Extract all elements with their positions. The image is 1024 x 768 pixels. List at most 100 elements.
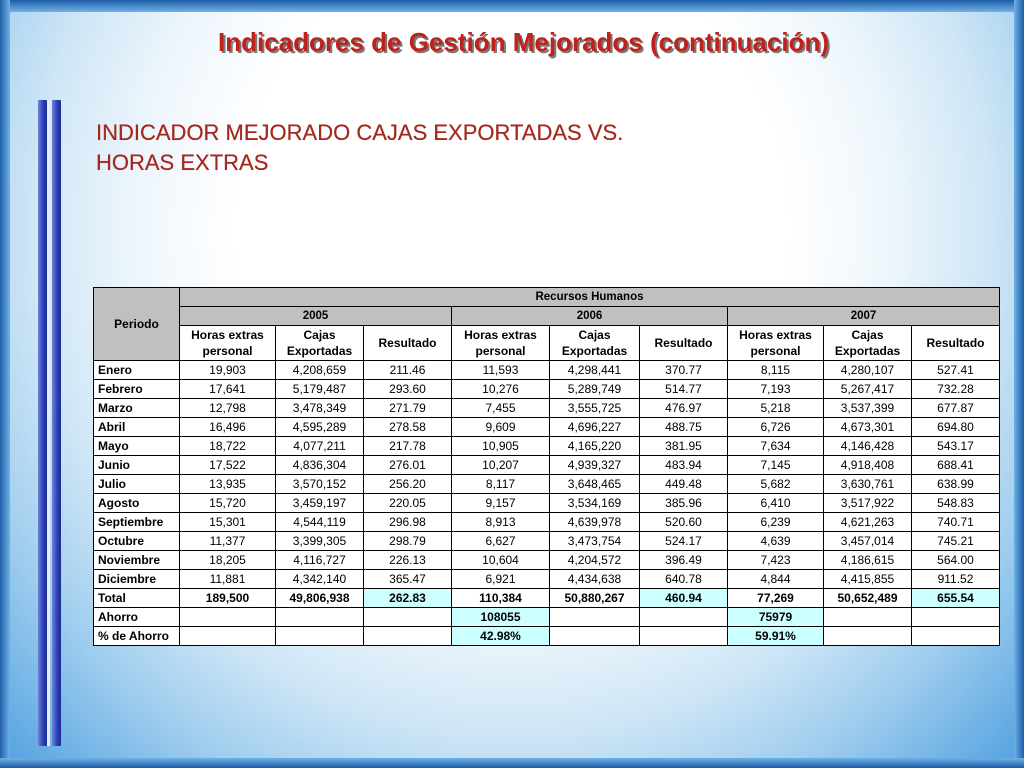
table-cell: 256.20 — [363, 474, 452, 494]
table-cell: 5,218 — [727, 398, 824, 418]
table-cell: 6,921 — [451, 569, 550, 589]
col-header-cajas-exportadas-2007: Cajas Exportadas — [823, 325, 912, 361]
table-cell: 4,165,220 — [549, 436, 640, 456]
empty-cell — [179, 626, 276, 646]
table-cell: 5,682 — [727, 474, 824, 494]
table-cell: 10,905 — [451, 436, 550, 456]
table-cell: 4,208,659 — [275, 360, 364, 380]
pct-ahorro-row-label: % de Ahorro — [93, 626, 180, 646]
table-cell: 3,570,152 — [275, 474, 364, 494]
month-label: Diciembre — [93, 569, 180, 589]
empty-cell — [549, 626, 640, 646]
table-cell: 745.21 — [911, 531, 1000, 551]
indicator-heading-line-1: INDICADOR MEJORADO CAJAS EXPORTADAS VS. — [96, 120, 624, 145]
month-label: Mayo — [93, 436, 180, 456]
table-cell: 4,342,140 — [275, 569, 364, 589]
table-cell: 4,918,408 — [823, 455, 912, 475]
table-cell: 8,115 — [727, 360, 824, 380]
table-cell: 4,415,855 — [823, 569, 912, 589]
col-header-line: Horas extras — [739, 328, 812, 342]
table-cell: 4,639,978 — [549, 512, 640, 532]
ahorro-row-label: Ahorro — [93, 607, 180, 627]
table-cell: 10,604 — [451, 550, 550, 570]
col-header-line: Exportadas — [561, 344, 628, 358]
empty-cell — [549, 607, 640, 627]
table-cell: 6,726 — [727, 417, 824, 437]
ahorro-row: Ahorro 108055 75979 — [93, 607, 1000, 627]
table-cell: 370.77 — [639, 360, 728, 380]
table-cell: 3,537,399 — [823, 398, 912, 418]
pct-ahorro-row-value: 42.98% — [451, 626, 550, 646]
total-cell: 49,806,938 — [275, 588, 364, 608]
pct-ahorro-row: % de Ahorro 42.98% 59.91% — [93, 626, 1000, 646]
table-row: Agosto 15,720 3,459,197 220.05 9,157 3,534,16… — [93, 493, 1000, 513]
month-label: Junio — [93, 455, 180, 475]
frame-right-border — [1014, 0, 1024, 768]
table-cell: 3,555,725 — [549, 398, 640, 418]
col-header-line: Cajas — [578, 328, 611, 342]
table-cell: 4,077,211 — [275, 436, 364, 456]
ahorro-row-value: 75979 — [727, 607, 824, 627]
table-cell: 271.79 — [363, 398, 452, 418]
col-header-cajas-exportadas-2005: Cajas Exportadas — [275, 325, 364, 361]
table-cell: 732.28 — [911, 379, 1000, 399]
table-row: Octubre 11,377 3,399,305 298.79 6,627 3,473,7… — [93, 531, 1000, 551]
table-cell: 10,207 — [451, 455, 550, 475]
table-cell: 226.13 — [363, 550, 452, 570]
col-header-line: Exportadas — [834, 344, 901, 358]
table-cell: 449.48 — [639, 474, 728, 494]
table-cell: 6,410 — [727, 493, 824, 513]
total-cell: 189,500 — [179, 588, 276, 608]
table-cell: 7,145 — [727, 455, 824, 475]
table-cell: 5,179,487 — [275, 379, 364, 399]
empty-cell — [275, 626, 364, 646]
empty-cell — [911, 607, 1000, 627]
table-cell: 9,609 — [451, 417, 550, 437]
vertical-bar-highlight — [47, 100, 50, 746]
table-cell: 6,627 — [451, 531, 550, 551]
table-cell: 476.97 — [639, 398, 728, 418]
table-cell: 365.47 — [363, 569, 452, 589]
col-header-line: Exportadas — [286, 344, 353, 358]
group-header: Recursos Humanos — [179, 287, 1000, 307]
table-cell: 17,522 — [179, 455, 276, 475]
table-cell: 514.77 — [639, 379, 728, 399]
indicator-heading-line-2: HORAS EXTRAS — [96, 150, 269, 175]
table-row: Julio 13,935 3,570,152 256.20 8,117 3,648,465… — [93, 474, 1000, 494]
table-cell: 3,399,305 — [275, 531, 364, 551]
table-cell: 4,673,301 — [823, 417, 912, 437]
table-cell: 6,239 — [727, 512, 824, 532]
table-cell: 3,478,349 — [275, 398, 364, 418]
col-header-line: personal — [750, 344, 801, 358]
empty-cell — [275, 607, 364, 627]
col-header-line: Cajas — [303, 328, 336, 342]
empty-cell — [639, 626, 728, 646]
table-cell: 740.71 — [911, 512, 1000, 532]
table-row: Junio 17,522 4,836,304 276.01 10,207 4,939,32… — [93, 455, 1000, 475]
col-header-cajas-exportadas-2006: Cajas Exportadas — [549, 325, 640, 361]
col-header-line: personal — [475, 344, 526, 358]
table-cell: 396.49 — [639, 550, 728, 570]
empty-cell — [179, 607, 276, 627]
table-cell: 13,935 — [179, 474, 276, 494]
table-cell: 524.17 — [639, 531, 728, 551]
table-cell: 298.79 — [363, 531, 452, 551]
total-cell: 50,880,267 — [549, 588, 640, 608]
col-header-line: Horas extras — [464, 328, 537, 342]
human-resources-table: Periodo Recursos Humanos 2005 2006 2007 … — [93, 287, 1000, 646]
table-cell: 15,301 — [179, 512, 276, 532]
vertical-bar-left — [38, 100, 47, 746]
table-cell: 640.78 — [639, 569, 728, 589]
table-cell: 7,455 — [451, 398, 550, 418]
table-cell: 4,639 — [727, 531, 824, 551]
col-header-resultado-2006: Resultado — [639, 325, 728, 361]
month-label: Octubre — [93, 531, 180, 551]
col-header-horas-extras-2006: Horas extras personal — [451, 325, 550, 361]
total-label: Total — [93, 588, 180, 608]
table-cell: 211.46 — [363, 360, 452, 380]
table-cell: 4,544,119 — [275, 512, 364, 532]
table-row: Abril 16,496 4,595,289 278.58 9,609 4,696,227… — [93, 417, 1000, 437]
table-cell: 3,457,014 — [823, 531, 912, 551]
periodo-header: Periodo — [93, 287, 180, 361]
table-cell: 4,116,727 — [275, 550, 364, 570]
